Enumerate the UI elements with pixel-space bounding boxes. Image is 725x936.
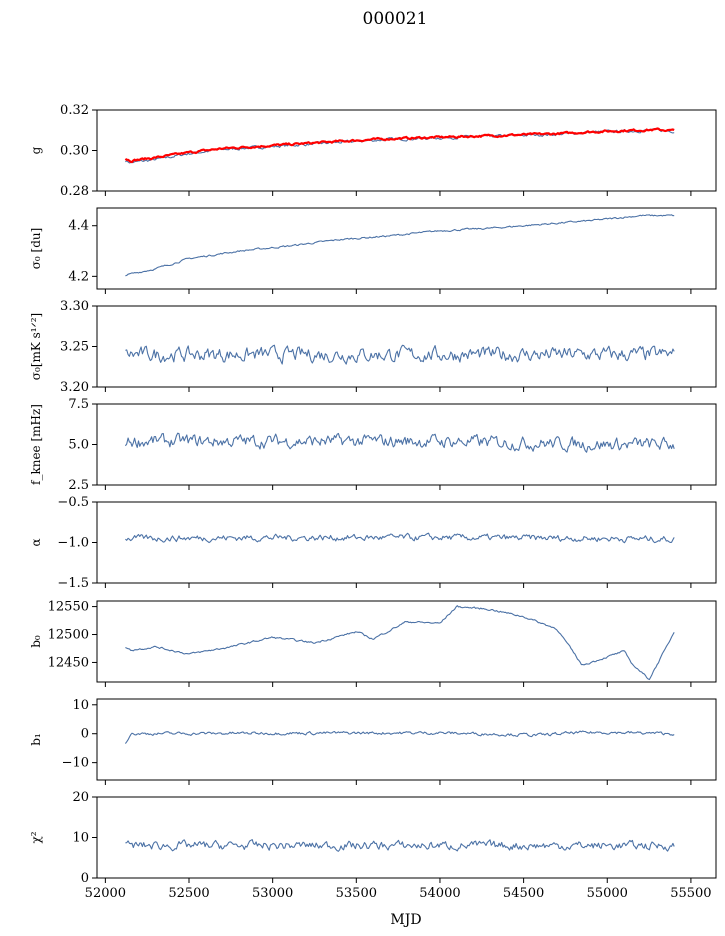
y-tick-label-b1: 10 bbox=[72, 698, 89, 713]
panel-sigma0-mk: 3.20 3.25 3.30 σ₀[mK s¹ᐟ²] bbox=[29, 299, 717, 395]
x-tick-label: 54500 bbox=[503, 886, 544, 901]
y-tick-label-fknee: 7.5 bbox=[68, 397, 89, 412]
y-axis-label-g: g bbox=[29, 146, 43, 154]
axes-frame-b1 bbox=[96, 698, 717, 781]
y-axis-label-b1: b₁ bbox=[29, 733, 43, 746]
panels-group: 0.28 0.30 0.32 g 4.2 4.4 σ₀ [du] 3.20 3.25 3.30 σ₀… bbox=[29, 103, 717, 901]
panel-sigma0-du: 4.2 4.4 σ₀ [du] bbox=[29, 207, 717, 294]
y-tick-label-b0: 12500 bbox=[48, 628, 89, 643]
figure-title: 000021 bbox=[363, 9, 428, 29]
y-tick-label-g: 0.28 bbox=[60, 184, 89, 199]
y-tick-label-chi2: 20 bbox=[72, 790, 89, 805]
series-line-fknee-0 bbox=[124, 432, 675, 453]
panel-alpha: −1.5 −1.0 −0.5 α bbox=[29, 495, 717, 591]
y-axis-label-fknee: f_knee [mHz] bbox=[29, 404, 43, 485]
y-tick-label-b1: −10 bbox=[62, 756, 89, 771]
axes-frame-sigma0-du bbox=[96, 207, 717, 290]
y-tick-label-chi2: 10 bbox=[72, 831, 89, 846]
y-tick-label-b1: 0 bbox=[81, 727, 89, 742]
axes-frame-sigma0-mk bbox=[96, 305, 717, 388]
y-tick-label-sigma0-mk: 3.30 bbox=[60, 299, 89, 314]
x-tick-label: 54000 bbox=[419, 886, 460, 901]
x-tick-label: 52000 bbox=[85, 886, 126, 901]
y-tick-label-fknee: 2.5 bbox=[68, 478, 89, 493]
x-axis-label: MJD bbox=[390, 912, 421, 928]
series-line-sigma0-mk-0 bbox=[125, 344, 675, 365]
series-line-chi2-0 bbox=[125, 839, 675, 852]
y-tick-label-sigma0-du: 4.2 bbox=[68, 269, 89, 284]
y-tick-label-g: 0.32 bbox=[60, 103, 89, 118]
y-tick-label-sigma0-mk: 3.20 bbox=[60, 380, 89, 395]
panel-b0: 12450 12500 12550 b₀ bbox=[29, 600, 717, 687]
y-tick-label-chi2: 0 bbox=[81, 871, 89, 886]
series-line-sigma0-du-0 bbox=[125, 214, 675, 277]
x-tick-label: 53500 bbox=[336, 886, 377, 901]
series-line-g-0 bbox=[125, 127, 675, 164]
y-axis-label-chi2: χ² bbox=[29, 831, 43, 843]
y-tick-label-sigma0-du: 4.4 bbox=[68, 219, 89, 234]
series-line-alpha-0 bbox=[125, 532, 675, 544]
y-tick-label-g: 0.30 bbox=[60, 144, 89, 159]
series-line-b1-0 bbox=[124, 730, 675, 744]
y-axis-label-sigma0-du: σ₀ [du] bbox=[29, 228, 43, 270]
y-tick-label-alpha: −1.5 bbox=[57, 576, 89, 591]
series-line-g-1 bbox=[124, 127, 675, 164]
y-tick-label-alpha: −0.5 bbox=[57, 495, 89, 510]
y-tick-label-b0: 12550 bbox=[48, 600, 89, 615]
y-axis-label-alpha: α bbox=[29, 538, 43, 546]
panel-g: 0.28 0.30 0.32 g bbox=[29, 103, 717, 199]
x-tick-label: 55500 bbox=[670, 886, 711, 901]
axes-frame-b0 bbox=[96, 600, 717, 683]
x-tick-label: 55000 bbox=[587, 886, 628, 901]
y-axis-label-sigma0-mk: σ₀[mK s¹ᐟ²] bbox=[29, 313, 43, 380]
y-axis-label-b0: b₀ bbox=[29, 635, 43, 648]
y-tick-label-alpha: −1.0 bbox=[57, 536, 89, 551]
x-tick-label: 53000 bbox=[252, 886, 293, 901]
y-tick-label-sigma0-mk: 3.25 bbox=[60, 340, 89, 355]
axes-frame-alpha bbox=[96, 501, 717, 584]
x-tick-label: 52500 bbox=[168, 886, 209, 901]
panel-b1: −10 0 10 b₁ bbox=[29, 698, 717, 785]
series-line-b0-0 bbox=[125, 605, 675, 681]
panel-chi2: 0 10 20 52000 52500 53000 53500 54000 54500 55000… bbox=[29, 790, 717, 901]
panel-fknee: 2.5 5.0 7.5 f_knee [mHz] bbox=[29, 397, 717, 493]
y-tick-label-b0: 12450 bbox=[48, 655, 89, 670]
axes-frame-chi2 bbox=[96, 796, 717, 879]
y-tick-label-fknee: 5.0 bbox=[68, 438, 89, 453]
